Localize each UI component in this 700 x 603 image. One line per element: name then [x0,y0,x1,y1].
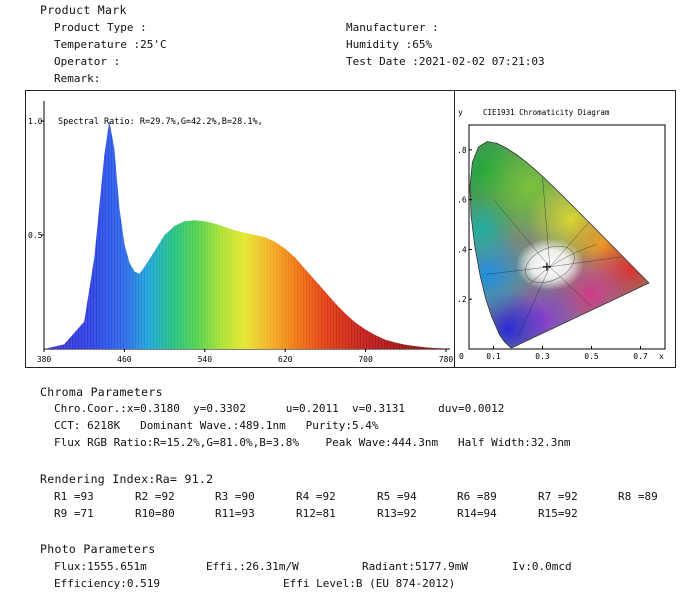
cie-y-tick-label: .4 [457,245,467,254]
rendering-index-item: R1 =93 [54,490,94,503]
cie-title: CIE1931 Chromaticity Diagram [483,108,610,117]
rendering-index-item: R8 =89 [618,490,658,503]
spectral-ratio-text: Spectral Ratio: R=29.7%,G=42.2%,B=28.1%, [58,117,263,127]
rendering-index-item: R2 =92 [135,490,175,503]
product-type-label: Product Type : [54,21,147,34]
effi-value: Effi.:26.31m/W [206,560,299,573]
test-date-label: Test Date :2021-02-02 07:21:03 [346,55,545,68]
spectrum-chart: 380 460 540 620 700 780 1.0 0.5 Spectral Ratio:… [28,101,454,364]
rendering-index-item: R15=92 [538,507,578,520]
chromaticity-point-marker [542,262,551,271]
cie-x-tick-label: 0.1 [486,352,501,361]
iv-value: Iv:0.0mcd [512,560,572,573]
remark-label: Remark: [54,72,101,85]
cie-y-tick-label: .8 [457,146,467,155]
cie-x-tick-label: 0 [459,352,464,361]
rendering-index-item: R9 =71 [54,507,94,520]
spectrum-y-tick-label: 0.5 [28,231,43,240]
cie-x-tick-label: 0.7 [633,352,648,361]
manufacturer-label: Manufacturer : [346,21,439,34]
rendering-section-title: Rendering Index:Ra= 91.2 [40,472,214,486]
spectrum-y-tick-label: 1.0 [28,117,43,126]
rendering-index-item: R4 =92 [296,490,336,503]
effi-level-value: Effi Level:B (EU 874-2012) [283,577,456,590]
photo-section-title: Photo Parameters [40,542,156,556]
cie-x-tick-label: 0.3 [535,352,550,361]
radiant-value: Radiant:5177.9mW [362,560,468,573]
rendering-index-item: R5 =94 [377,490,417,503]
rendering-index-item: R11=93 [215,507,255,520]
spectrum-x-tick-label: 780 [439,355,454,364]
cie-spectral-locus [469,141,650,349]
operator-label: Operator : [54,55,121,68]
spectrum-x-tick-label: 620 [278,355,293,364]
flux-value: Flux:1555.651m [54,560,147,573]
chroma-line-2: CCT: 6218K Dominant Wave.:489.1nm Purity… [54,419,379,432]
chroma-line-1: Chro.Coor.:x=0.3180 y=0.3302 u=0.2011 v=… [54,402,505,415]
cie-x-tick-label: 0.5 [584,352,599,361]
cie-x-label: x [659,352,664,361]
rendering-index-item: R3 =90 [215,490,255,503]
spectrum-x-tick-label: 460 [117,355,132,364]
cie-chart: 0 0.1 0.3 0.5 0.7 .8 .6 .4 .2 y x CIE1931 Chroma… [457,108,666,361]
spectrum-x-tick-label: 540 [198,355,213,364]
humidity-label: Humidity :65% [346,38,433,51]
cie-y-tick-label: .6 [457,196,467,205]
spectrum-area [44,121,446,349]
rendering-index-item: R13=92 [377,507,417,520]
rendering-index-item: R14=94 [457,507,497,520]
spectrum-x-tick-label: 700 [358,355,373,364]
spectrum-panel: 380 460 540 620 700 780 1.0 0.5 Spectral Ratio:… [25,90,455,368]
spectrum-x-tick-label: 380 [37,355,52,364]
cie-y-tick-label: .2 [457,295,467,304]
cie-plot-frame [468,124,666,350]
temperature-label: Temperature :25'C [54,38,167,51]
rendering-index-item: R6 =89 [457,490,497,503]
chroma-line-3: Flux RGB Ratio:R=15.2%,G=81.0%,B=3.8% Pe… [54,436,571,449]
report-title: Product Mark [40,3,127,17]
cie-panel: 0 0.1 0.3 0.5 0.7 .8 .6 .4 .2 y x CIE1931 Chroma… [454,90,676,368]
rendering-index-item: R10=80 [135,507,175,520]
cie-y-label: y [458,108,463,117]
rendering-index-item: R12=81 [296,507,336,520]
rendering-index-item: R7 =92 [538,490,578,503]
efficiency-value: Efficiency:0.519 [54,577,160,590]
chroma-section-title: Chroma Parameters [40,385,163,399]
